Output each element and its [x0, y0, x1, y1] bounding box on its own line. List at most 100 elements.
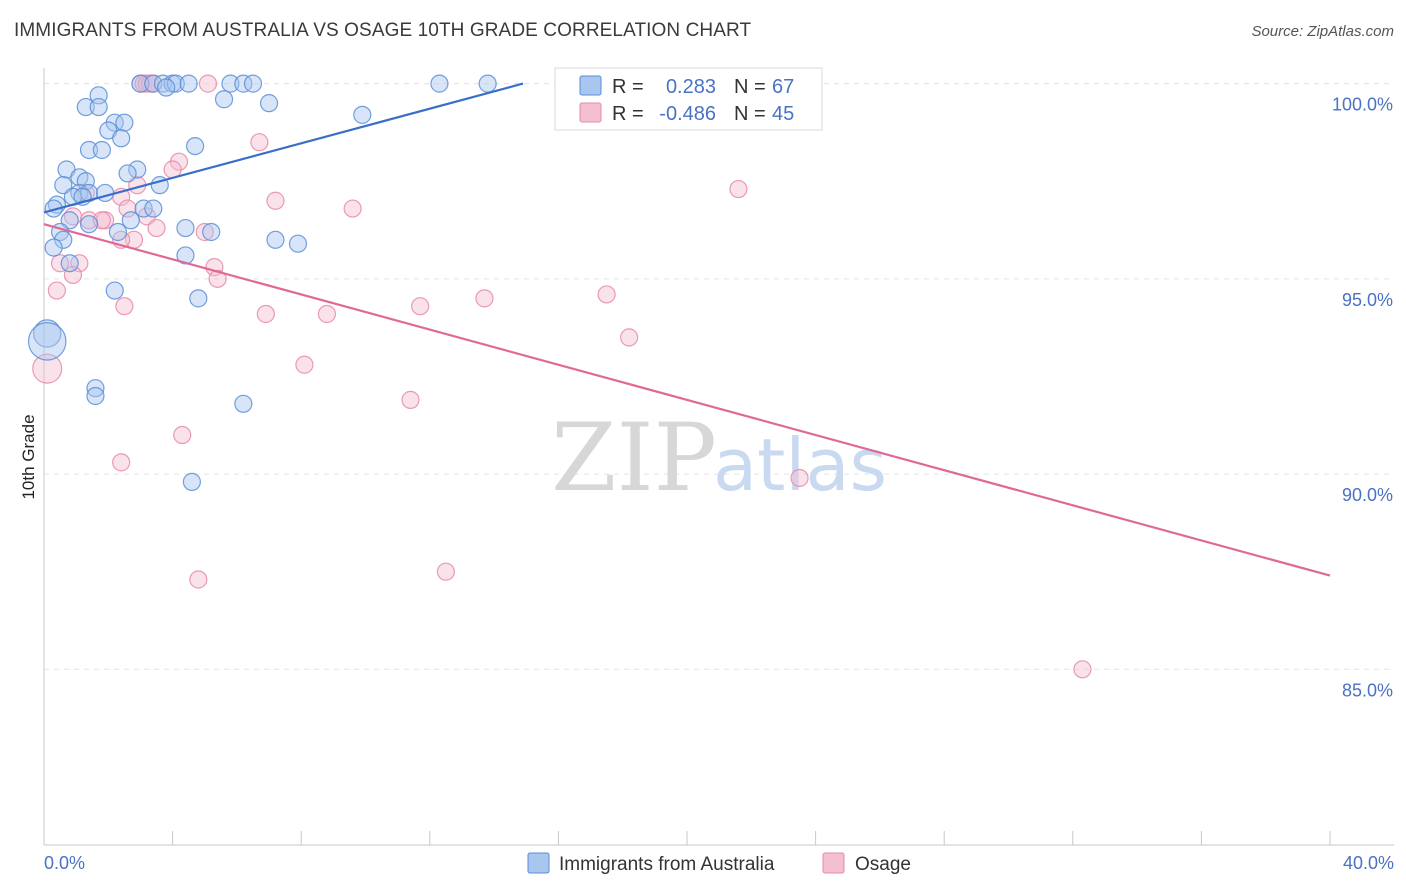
australia-point	[234, 394, 253, 413]
source-credit: Source: ZipAtlas.com	[1251, 23, 1394, 40]
australia-point	[60, 211, 79, 230]
australia-trend-line	[43, 82, 524, 214]
osage-point	[32, 353, 63, 384]
osage-point	[729, 179, 748, 199]
legend-n-label-blue: N =	[734, 76, 766, 98]
osage-point	[411, 297, 430, 316]
legend-r-label-blue: R =	[612, 76, 644, 98]
grid	[44, 83, 1394, 670]
y-axis-title: 10th Grade	[19, 414, 38, 499]
australia-point	[182, 472, 201, 491]
osage-point	[1073, 660, 1092, 679]
legend-swatch-blue	[579, 75, 602, 96]
osage-point	[401, 390, 420, 409]
osage-trend-line	[43, 223, 1331, 577]
australia-point	[179, 74, 198, 93]
osage-point	[250, 133, 269, 152]
australia-point	[105, 281, 124, 300]
osage-point	[195, 222, 214, 242]
australia-point	[118, 164, 137, 183]
series-legend: Immigrants from Australia Osage	[527, 852, 911, 875]
series-legend-swatch-australia	[527, 852, 550, 874]
legend-r-value-blue: 0.283	[666, 76, 716, 98]
x-tick-label-min: 0.0%	[44, 853, 85, 873]
y-tick-label: 90.0%	[1342, 485, 1393, 505]
australia-point	[478, 74, 497, 93]
australia-point	[176, 218, 195, 238]
osage-points	[32, 74, 1092, 679]
australia-point	[86, 379, 105, 398]
australia-point	[76, 97, 95, 117]
osage-point	[266, 191, 285, 210]
osage-point	[63, 265, 83, 285]
australia-point	[27, 322, 67, 361]
osage-point	[118, 199, 137, 218]
australia-point	[60, 254, 79, 273]
australia-point	[54, 176, 73, 195]
trend-lines	[43, 82, 1331, 577]
australia-point	[44, 238, 63, 257]
osage-point	[189, 570, 208, 589]
osage-point	[112, 453, 131, 472]
y-tick-label: 85.0%	[1342, 680, 1393, 700]
australia-point	[95, 183, 115, 203]
australia-point	[128, 160, 147, 179]
australia-point	[430, 74, 449, 93]
y-tick-labels: 85.0% 90.0% 95.0% 100.0%	[1332, 95, 1393, 701]
osage-point	[173, 425, 192, 445]
osage-point	[295, 355, 314, 374]
stats-legend: R = 0.283 N = 67 R = -0.486 N = 45	[554, 67, 823, 131]
legend-r-value-pink: -0.486	[659, 103, 716, 125]
australia-point	[76, 172, 95, 191]
australia-point	[86, 386, 105, 406]
australia-point	[266, 230, 285, 249]
osage-point	[70, 254, 89, 273]
osage-point	[50, 254, 70, 273]
australia-point	[288, 234, 308, 253]
australia-point	[54, 230, 73, 249]
australia-point	[112, 129, 131, 148]
watermark-zip: ZIP	[551, 404, 717, 513]
legend-swatch-pink	[579, 102, 602, 123]
series-legend-label-australia: Immigrants from Australia	[559, 854, 775, 875]
osage-point	[436, 562, 455, 581]
australia-point	[189, 289, 208, 308]
australia-point	[243, 74, 263, 93]
osage-point	[198, 74, 218, 93]
australia-point	[353, 105, 372, 124]
osage-point	[256, 304, 275, 324]
axes	[43, 68, 1394, 846]
osage-point	[147, 218, 166, 238]
australia-point	[134, 199, 153, 218]
series-legend-label-osage: Osage	[855, 854, 911, 875]
osage-point	[208, 269, 227, 288]
australia-point	[115, 113, 134, 132]
australia-point	[92, 140, 111, 160]
osage-point	[343, 199, 362, 218]
legend-n-value-pink: 45	[772, 103, 794, 125]
australia-point	[202, 222, 221, 242]
australia-point	[221, 74, 240, 93]
osage-point	[790, 468, 809, 488]
australia-point	[79, 215, 99, 234]
australia-point	[79, 140, 99, 160]
osage-point	[597, 285, 616, 304]
chart-title: IMMIGRANTS FROM AUSTRALIA VS OSAGE 10TH …	[14, 20, 752, 41]
australia-point	[108, 222, 128, 242]
australia-point	[259, 94, 279, 113]
x-tick-label-max: 40.0%	[1343, 853, 1394, 873]
series-legend-swatch-osage	[822, 852, 845, 874]
australia-point	[214, 90, 234, 109]
osage-point	[475, 289, 494, 308]
legend-n-label-pink: N =	[734, 103, 766, 125]
osage-point	[317, 304, 337, 324]
australia-point	[186, 136, 205, 156]
osage-point	[47, 281, 66, 300]
y-tick-label: 95.0%	[1342, 290, 1393, 310]
watermark-atlas: atlas	[713, 423, 887, 507]
y-tick-label: 100.0%	[1332, 95, 1393, 115]
australia-point	[157, 78, 176, 97]
australia-point	[166, 74, 185, 93]
australia-point	[234, 74, 253, 93]
australia-point	[144, 199, 163, 218]
